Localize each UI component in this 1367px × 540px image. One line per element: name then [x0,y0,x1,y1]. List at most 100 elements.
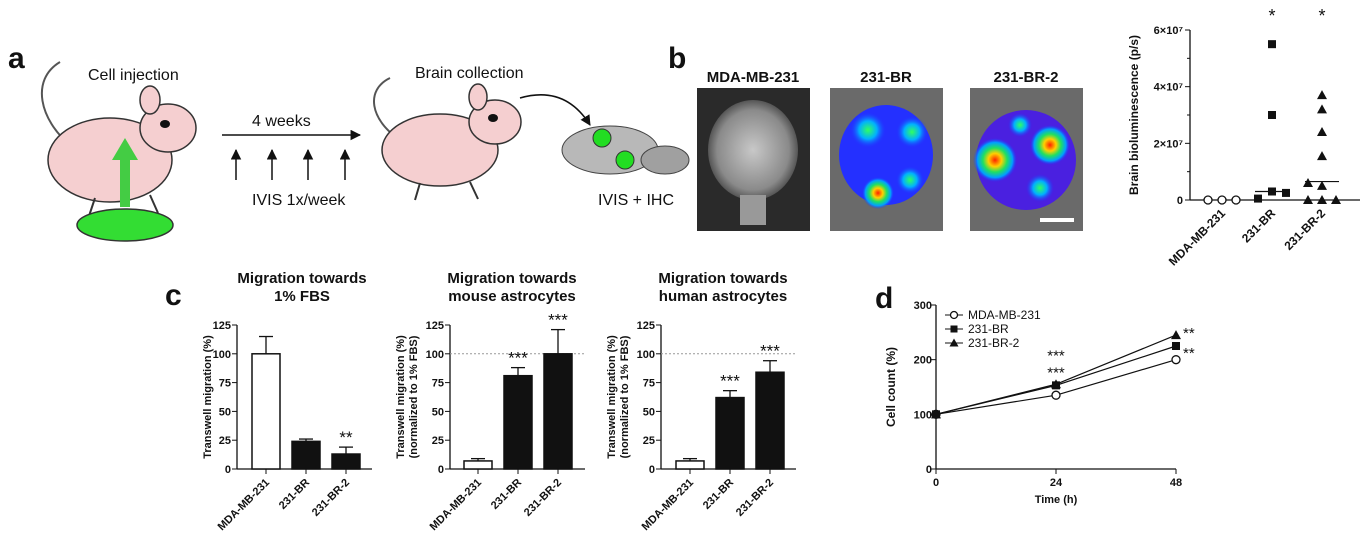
y-axis-label: (normalized to 1% FBS) [408,335,420,458]
bar [675,460,705,470]
point-marker [1268,40,1276,49]
y-tick-label: 75 [643,378,655,390]
y-tick-label: 125 [426,320,444,332]
imaging-arrows [230,148,351,180]
y-tick-label: 100 [213,349,231,361]
point-marker [949,310,959,320]
bar [251,353,281,470]
point-marker [931,409,941,419]
significance-marker: *** [548,311,568,330]
point-marker [1317,104,1327,114]
y-tick-label: 0 [926,464,932,476]
image-title-mda: MDA-MB-231 [707,69,800,86]
brain-illustration [561,125,690,175]
x-tick-label: 231-BR-2 [522,477,564,519]
bar [543,353,573,470]
x-tick-label: 231-BR-2 [734,477,776,519]
legend-label: MDA-MB-231 [968,308,1041,322]
significance-marker: ** [339,428,353,447]
point-marker [1254,194,1262,203]
y-tick-label: 75 [219,378,231,390]
x-tick-label: 231-BR [701,477,736,512]
legend-label: 231-BR-2 [968,336,1020,350]
chart-title: Migration towards [237,270,366,287]
duration-label: 4 weeks [252,113,311,130]
significance-marker: *** [1047,364,1065,381]
y-tick-label: 100 [426,349,444,361]
panel-a: a Cell injection 4 weeks IVIS 1x/week [8,42,690,242]
point-marker [1331,195,1341,204]
point-marker [950,325,958,333]
point-marker [1317,127,1327,136]
y-tick-label: 200 [914,355,932,367]
point-marker [1303,195,1313,204]
y-tick-label: 0 [438,464,444,476]
point-marker [1268,111,1276,119]
bar [715,396,745,470]
point-marker [1317,90,1327,100]
point-marker [949,338,959,347]
y-tick-label: 50 [643,406,655,418]
chart-title: Migration towards [658,270,787,287]
significance-marker: * [1268,6,1275,26]
image-title-br: 231-BR [860,69,912,86]
bar [503,374,533,470]
significance-marker: *** [1047,347,1065,364]
y-tick-label: 25 [432,435,444,447]
point-marker [1203,195,1213,205]
y-tick-label: 125 [637,320,655,332]
x-tick-label: 231-BR [489,477,524,512]
significance-marker: *** [720,372,740,391]
point-marker [1051,379,1061,389]
y-tick-label: 100 [914,409,932,421]
y-axis-label: Brain bioluminescence (p/s) [1127,35,1141,195]
cell-injection-label: Cell injection [88,67,179,84]
point-marker [1282,188,1290,197]
point-marker [1171,330,1181,340]
y-tick-label: 6×10⁷ [1154,25,1184,37]
legend-label: 231-BR [968,322,1009,336]
y-tick-label: 75 [432,378,444,390]
significance-marker: *** [760,342,780,361]
chart-title: mouse astrocytes [448,288,576,305]
significance-marker: ** [1183,325,1195,342]
x-tick-label: 231-BR-2 [1281,206,1328,253]
mouse-collection-illustration [373,77,522,201]
panel-label-a: a [8,42,25,75]
chart-title: human astrocytes [659,288,787,305]
y-tick-label: 0 [225,464,231,476]
imaging-frequency-label: IVIS 1x/week [252,192,346,209]
y-tick-label: 125 [213,320,231,332]
y-tick-label: 100 [637,349,655,361]
brain-image-br2 [970,88,1083,231]
point-marker [1317,195,1327,204]
image-title-br2: 231-BR-2 [993,69,1058,86]
brain-image-mda [697,88,810,231]
significance-marker: *** [508,349,528,368]
bar [755,371,785,470]
x-tick-label: 231-BR [1239,206,1278,245]
point-marker [1231,195,1241,205]
y-tick-label: 50 [432,406,444,418]
y-axis-label: Transwell migration (%) [606,335,618,459]
panel-label-c: c [165,279,182,312]
x-axis-label: Time (h) [1035,494,1078,506]
point-marker [1317,180,1327,190]
x-tick-label: 24 [1050,477,1063,489]
chart-d-line: 0 100 200 300 0 24 48 Time (h) Cell count (%) MDA… [884,300,1195,506]
bar [291,440,321,470]
point-marker [1317,151,1327,161]
bar [331,453,361,470]
y-tick-label: 2×10⁷ [1154,138,1184,150]
x-tick-label: MDA-MB-231 [216,477,272,533]
y-axis-label: Transwell migration (%) [202,335,214,459]
significance-marker: * [1318,6,1325,26]
y-tick-label: 4×10⁷ [1154,82,1184,94]
y-axis-label: (normalized to 1% FBS) [619,335,631,458]
panel-b-images: b MDA-MB-231 231-BR 231-BR-2 [668,42,1083,231]
point-marker [1172,342,1180,350]
